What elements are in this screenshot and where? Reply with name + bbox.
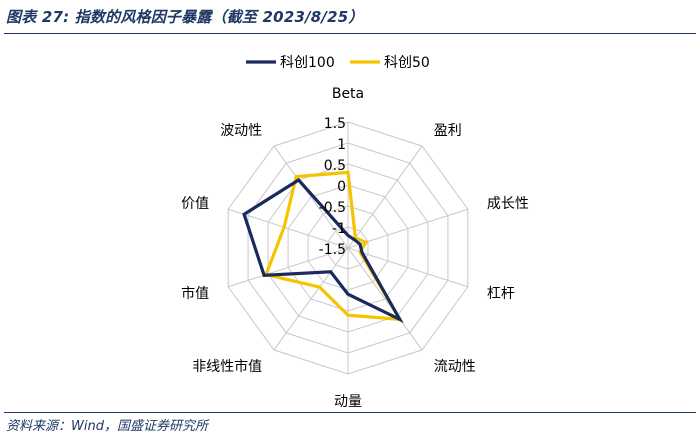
tick-label: 1.5 bbox=[324, 116, 346, 132]
figure-title: 图表 27: 指数的风格因子暴露（截至 2023/8/25） bbox=[6, 8, 364, 26]
grid-spoke bbox=[228, 208, 349, 249]
source-note: 资料来源：Wind，国盛证券研究所 bbox=[6, 419, 208, 434]
tick-label: -0.5 bbox=[319, 200, 346, 216]
tick-label: 1 bbox=[337, 137, 346, 153]
grid-spoke bbox=[347, 247, 468, 288]
legend-label: 科创100 bbox=[280, 55, 335, 71]
series-line bbox=[263, 170, 403, 322]
title-rule bbox=[4, 33, 696, 34]
axis-label: 非线性市值 bbox=[192, 358, 262, 375]
tick-label: -1 bbox=[332, 221, 346, 237]
series-line bbox=[242, 177, 404, 324]
axis-label: 价值 bbox=[181, 196, 209, 212]
axis-label: 成长性 bbox=[487, 196, 529, 212]
radar-chart: 科创100 科创50 1.5 1 0.5 0 -0.5 -1 -1.5 Beta 盈利成长性杠杆… bbox=[181, 55, 529, 410]
grid-spoke bbox=[347, 247, 423, 351]
axis-label: 动量 bbox=[334, 394, 362, 410]
axis-label: 波动性 bbox=[220, 123, 262, 139]
radar-series bbox=[242, 170, 404, 324]
grid-spoke bbox=[347, 145, 423, 249]
grid-spoke bbox=[273, 145, 349, 249]
tick-label: 0 bbox=[337, 179, 346, 195]
footer-rule bbox=[4, 412, 696, 413]
axis-label: 市值 bbox=[181, 285, 209, 302]
grid-spoke bbox=[273, 247, 349, 351]
axis-label: Beta bbox=[332, 86, 364, 102]
axis-label: 盈利 bbox=[434, 123, 462, 139]
tick-label: -1.5 bbox=[319, 242, 346, 258]
tick-label: 0.5 bbox=[324, 158, 346, 174]
grid-spoke bbox=[228, 247, 349, 288]
legend: 科创100 科创50 bbox=[246, 55, 430, 71]
radar-grid bbox=[227, 121, 469, 375]
legend-label: 科创50 bbox=[384, 55, 430, 71]
radial-tick-labels: 1.5 1 0.5 0 -0.5 -1 -1.5 bbox=[319, 116, 346, 258]
axis-label: 杠杆 bbox=[487, 286, 515, 302]
axis-label: 流动性 bbox=[434, 359, 476, 375]
